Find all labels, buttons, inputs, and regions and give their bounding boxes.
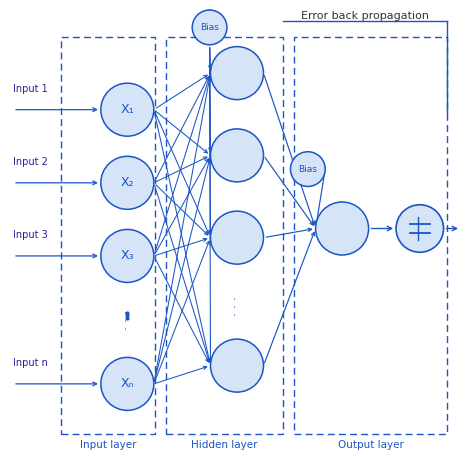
Text: Output layer: Output layer xyxy=(338,440,403,450)
Circle shape xyxy=(210,339,264,392)
Circle shape xyxy=(210,211,264,264)
Text: X₃: X₃ xyxy=(120,250,134,262)
Text: Error back propagation: Error back propagation xyxy=(301,11,429,21)
Circle shape xyxy=(316,202,369,255)
Text: Bias: Bias xyxy=(299,165,317,174)
Circle shape xyxy=(101,83,154,136)
Circle shape xyxy=(101,156,154,209)
Text: Bias: Bias xyxy=(200,23,219,32)
Text: · · ·: · · · xyxy=(230,296,244,316)
Text: X₁: X₁ xyxy=(120,103,134,116)
Text: Input 2: Input 2 xyxy=(13,157,48,167)
Text: Xₙ: Xₙ xyxy=(120,377,134,390)
Circle shape xyxy=(396,205,444,252)
Text: Input n: Input n xyxy=(13,358,48,368)
Circle shape xyxy=(210,129,264,182)
Circle shape xyxy=(210,47,264,100)
Circle shape xyxy=(101,357,154,410)
Text: Input 1: Input 1 xyxy=(13,84,48,94)
Circle shape xyxy=(101,229,154,282)
Text: Input 3: Input 3 xyxy=(13,230,48,240)
Text: X₂: X₂ xyxy=(120,176,134,189)
Text: Input layer: Input layer xyxy=(80,440,136,450)
Circle shape xyxy=(291,152,325,186)
Text: Hidden layer: Hidden layer xyxy=(191,440,258,450)
Text: · · ·: · · · xyxy=(121,310,134,330)
Circle shape xyxy=(192,10,227,45)
